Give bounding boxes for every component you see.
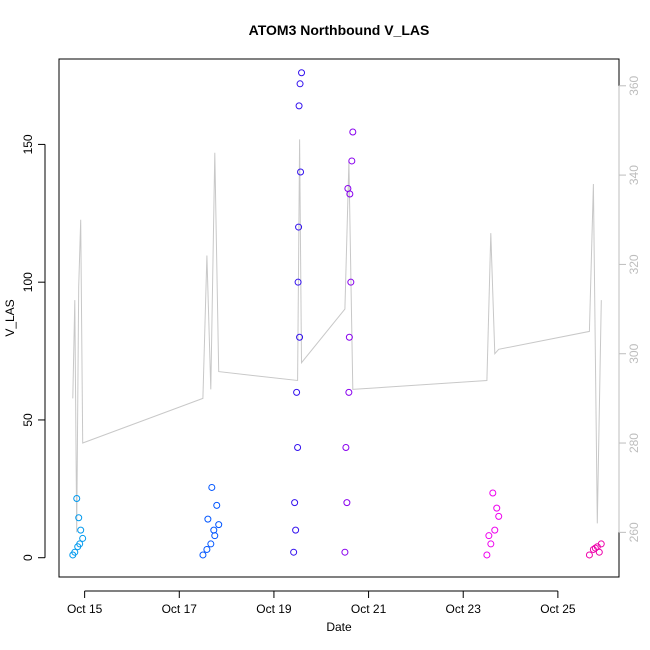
data-point [215,521,223,529]
data-point [298,69,306,77]
data-point [211,532,219,540]
data-point [491,526,499,534]
data-point [213,501,221,509]
data-point [76,540,84,548]
data-point [585,551,593,559]
data-point [597,540,605,548]
x-tick-label: Oct 19 [256,602,292,616]
y2-tick-label: 260 [627,522,641,542]
y-tick-label: 50 [21,413,35,427]
data-point [341,548,349,556]
data-point [342,444,350,451]
x-tick-label: Oct 23 [446,602,482,616]
data-point [297,168,305,176]
data-point [495,512,503,520]
data-point [349,128,357,136]
data-point [348,157,356,165]
data-point [204,515,212,523]
data-point [296,333,304,341]
data-point [199,551,207,559]
y-tick-label: 150 [21,134,35,154]
data-point [73,494,81,502]
x-tick-label: Oct 21 [351,602,387,616]
series-line [72,139,602,533]
line-layer [72,139,602,533]
data-point [296,80,304,88]
y-tick-label: 0 [21,554,35,561]
y-axis-label: V_LAS [3,299,17,336]
data-point [493,504,501,512]
data-point [483,551,491,559]
x-axis: Oct 15 Oct 17 Oct 19 Oct 21 Oct 23 Oct 25 [67,590,576,616]
x-tick-label: Oct 25 [540,602,576,616]
data-point [294,278,302,286]
data-point [210,526,218,534]
y2-tick-label: 340 [627,165,641,185]
data-point [347,278,355,286]
y2-tick-label: 300 [627,343,641,363]
x-tick-label: Oct 15 [67,602,103,616]
x-axis-label: Date [326,620,352,634]
data-point [292,526,300,534]
x-tick-label: Oct 17 [162,602,198,616]
data-point [290,548,298,556]
y-tick-label: 100 [21,272,35,292]
data-point [203,545,211,553]
data-point [77,526,85,534]
data-point [295,102,303,110]
data-point [291,499,299,507]
data-point [345,333,353,341]
data-point [343,499,351,507]
data-point [207,540,215,548]
data-point [344,185,352,192]
y2-tick-label: 280 [627,433,641,453]
data-point [295,223,303,231]
data-point [489,489,497,497]
data-point [345,388,353,396]
data-point [75,514,83,522]
plot-frame [58,58,620,578]
data-point [485,532,493,540]
y-axis: 0 50 100 150 [21,134,46,561]
data-point [595,548,603,556]
data-point [487,540,495,548]
data-point [208,483,216,491]
y2-tick-label: 360 [627,75,641,95]
y2-tick-label: 320 [627,254,641,274]
data-point [71,548,79,556]
data-point [293,388,301,396]
point-layer [69,69,605,559]
y2-axis: 260 280 300 320 340 360 [618,75,641,542]
data-point [79,534,87,542]
chart-title: ATOM3 Northbound V_LAS [249,22,430,38]
data-point [591,544,599,552]
data-point [294,444,302,451]
